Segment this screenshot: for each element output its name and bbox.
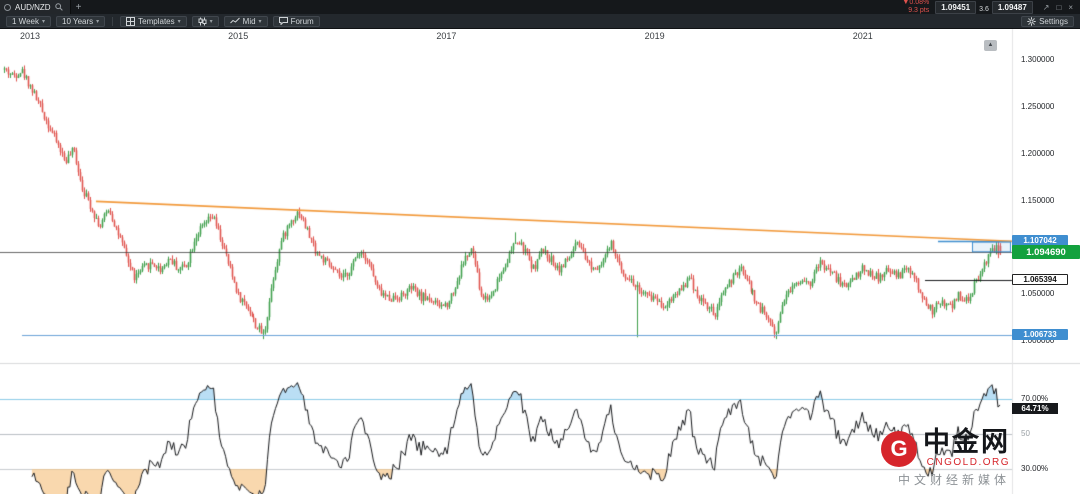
price-basis-label: Mid bbox=[242, 16, 256, 26]
settings-button[interactable]: Settings bbox=[1021, 15, 1074, 27]
x-axis-year-2013: 2013 bbox=[19, 31, 41, 41]
price-badge-support-level: 1.065394 bbox=[1012, 274, 1068, 286]
chevron-down-icon: ▾ bbox=[177, 18, 181, 25]
watermark-tagline: 中文财经新媒体 bbox=[897, 473, 1010, 487]
chart-area: ▲ 1.107042 1.094690 1.065394 1.006733 64… bbox=[0, 29, 1080, 494]
rsi-axis-tick: 50 bbox=[1021, 429, 1030, 438]
forum-button[interactable]: Forum bbox=[272, 15, 320, 27]
search-icon[interactable] bbox=[54, 3, 63, 11]
templates-label: Templates bbox=[138, 16, 175, 26]
titlebar: AUD/NZD + ▼0.08% 9.3 pts 1.09451 3.6 1.0… bbox=[0, 0, 1080, 14]
price-badge-current-price: 1.094690 bbox=[1012, 245, 1080, 260]
chevron-down-icon: ▾ bbox=[209, 18, 213, 25]
cngold-logo: G bbox=[881, 430, 917, 467]
popout-icon[interactable]: ↗ bbox=[1042, 2, 1050, 12]
instrument-icon bbox=[4, 3, 11, 11]
rsi-value-badge: 64.71% bbox=[1012, 402, 1058, 414]
chart-type-button[interactable]: ▾ bbox=[191, 15, 219, 27]
logo-letter: G bbox=[890, 435, 908, 461]
chart-toolbar: 1 Week ▾ 10 Years ▾ Templates ▾ ▾ Mid ▾ … bbox=[0, 14, 1080, 29]
x-axis-year-2015: 2015 bbox=[228, 31, 249, 41]
gear-icon bbox=[1027, 16, 1036, 26]
toolbar-separator bbox=[112, 16, 114, 26]
watermark-brand: 中金网 bbox=[923, 427, 1010, 457]
cngold-watermark: G 中金网 CNGOLD.ORG 中文财经新媒体 bbox=[881, 429, 1010, 488]
rsi-axis-tick: 30.00% bbox=[1021, 464, 1049, 473]
price-basis-select[interactable]: Mid ▾ bbox=[223, 15, 268, 27]
y-axis-tick: 1.000000 bbox=[1021, 336, 1055, 345]
sell-price-button[interactable]: 1.09451 bbox=[935, 0, 977, 14]
watermark-text: 中金网 CNGOLD.ORG bbox=[923, 427, 1010, 469]
close-icon[interactable]: × bbox=[1068, 2, 1073, 12]
x-axis-year-2019: 2019 bbox=[644, 31, 665, 41]
x-axis-year-2021: 2021 bbox=[852, 31, 873, 41]
chevron-down-icon: ▾ bbox=[41, 18, 45, 25]
watermark-domain: CNGOLD.ORG bbox=[926, 457, 1010, 468]
forum-label: Forum bbox=[290, 16, 314, 26]
candlestick-chart-icon bbox=[198, 17, 207, 25]
scroll-latest-button[interactable]: ▲ bbox=[984, 40, 997, 51]
mid-price-icon bbox=[229, 17, 240, 24]
change-percent: ▼0.08% bbox=[902, 0, 930, 7]
price-change: ▼0.08% 9.3 pts bbox=[902, 0, 929, 15]
templates-button[interactable]: Templates ▾ bbox=[120, 15, 187, 27]
chevron-down-icon: ▾ bbox=[96, 18, 100, 25]
toolbar-right: Settings bbox=[1021, 15, 1074, 27]
interval-label: 1 Week bbox=[12, 16, 39, 26]
forum-icon bbox=[278, 17, 288, 25]
y-axis-tick: 1.300000 bbox=[1021, 55, 1055, 64]
settings-label: Settings bbox=[1039, 16, 1068, 26]
interval-select[interactable]: 1 Week ▾ bbox=[6, 15, 51, 27]
instrument-name: AUD/NZD bbox=[15, 2, 51, 12]
chevron-down-icon: ▾ bbox=[258, 18, 262, 25]
price-badge-upper-level: 1.107042 bbox=[1012, 235, 1068, 247]
templates-icon bbox=[126, 16, 136, 26]
buy-price-button[interactable]: 1.09487 bbox=[991, 0, 1033, 14]
y-axis-tick: 1.200000 bbox=[1021, 148, 1055, 158]
change-points: 9.3 pts bbox=[908, 7, 930, 14]
price-badge-lower-level: 1.006733 bbox=[1012, 329, 1068, 341]
x-axis-year-2017: 2017 bbox=[436, 31, 457, 41]
y-axis-tick: 1.050000 bbox=[1021, 289, 1055, 299]
add-tab-button[interactable]: + bbox=[75, 1, 82, 13]
maximize-icon[interactable]: □ bbox=[1056, 2, 1062, 12]
watermark-top: G 中金网 CNGOLD.ORG bbox=[881, 429, 1010, 468]
spread-value: 3.6 bbox=[979, 6, 989, 13]
rsi-axis-tick: 70.00% bbox=[1021, 394, 1049, 403]
window-controls: ↗ □ × bbox=[1043, 3, 1073, 12]
y-axis-tick: 1.250000 bbox=[1021, 101, 1055, 111]
y-axis-tick: 1.150000 bbox=[1021, 195, 1055, 205]
range-label: 10 Years bbox=[62, 16, 94, 26]
instrument-tab[interactable]: AUD/NZD bbox=[0, 0, 71, 14]
range-select[interactable]: 10 Years ▾ bbox=[56, 15, 106, 27]
